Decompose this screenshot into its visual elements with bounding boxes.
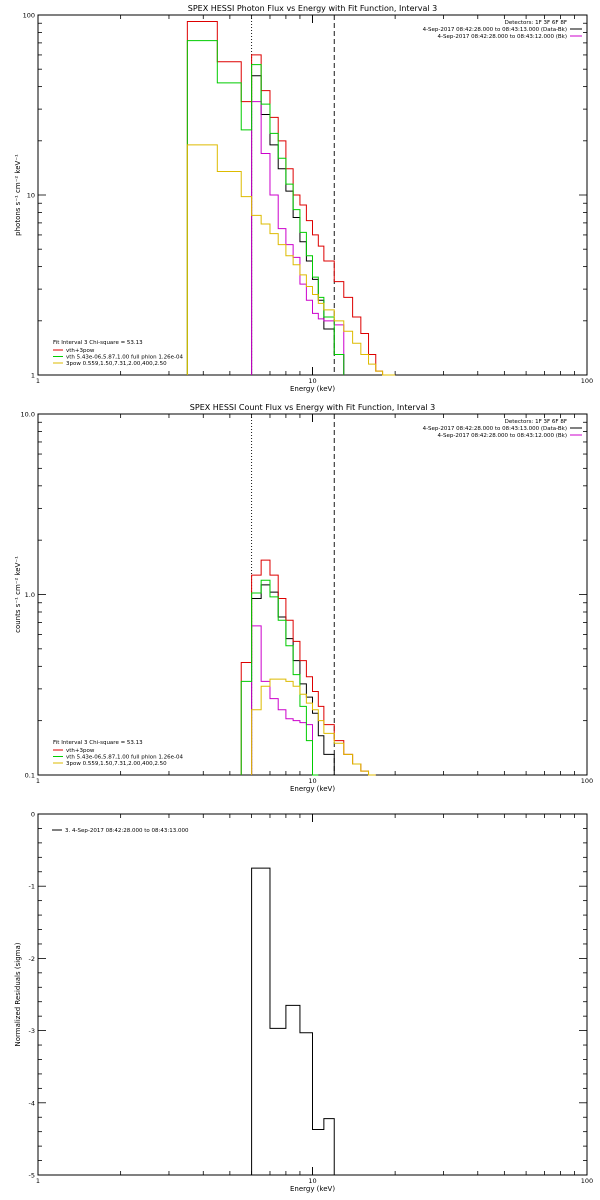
- y-tick-label: -1: [29, 883, 35, 891]
- legend-entry-label: 4-Sep-2017 08:42:28.000 to 08:43:13.000 …: [423, 426, 567, 432]
- y-tick-label: 0.1: [25, 772, 35, 780]
- x-tick-label: 1: [36, 777, 40, 785]
- legend-entry-label: 4-Sep-2017 08:42:28.000 to 08:43:12.000 …: [438, 433, 568, 439]
- series-3pow: [186, 144, 396, 376]
- step-line-bk: [251, 101, 345, 375]
- legend-fit-header: Fit Interval 3 Chi-square = 53.13: [53, 340, 143, 346]
- y-tick-label: 1: [31, 372, 35, 380]
- x-tick-label: 100: [581, 777, 593, 785]
- y-tick-label: 0: [31, 811, 35, 819]
- x-tick-label: 100: [581, 377, 593, 385]
- legend-entry-label: vth 5.43e-06,5.87,1.00 full phlon 1.26e-…: [66, 755, 183, 761]
- step-line-vth: [186, 40, 345, 375]
- x-axis-label: Energy (keV): [290, 1185, 335, 1193]
- series-bk: [251, 101, 345, 375]
- chart-title: SPEX HESSI Photon Flux vs Energy with Fi…: [188, 4, 438, 13]
- y-tick-label: -3: [29, 1027, 35, 1035]
- chart-panel-3: Energy (keV) Normalized Residuals (sigma)…: [14, 811, 593, 1194]
- x-tick-label: 10: [308, 1177, 316, 1185]
- x-axis-label: Energy (keV): [290, 385, 335, 393]
- series-vth: [186, 40, 345, 375]
- legend-detectors: Detectors: 1F 3F 6F 8F: [505, 419, 567, 425]
- x-axis-ticks: 1 10 100: [36, 814, 593, 1185]
- y-axis-ticks: 0.1 1.0 10.0: [21, 411, 587, 780]
- series-data: [251, 75, 345, 375]
- legend-entry-label: vth+3pow: [66, 348, 95, 354]
- y-axis-ticks: 0 -1 -2 -3 -4 -5: [29, 811, 587, 1180]
- x-axis-ticks: 1 10 100: [36, 414, 593, 785]
- x-tick-label: 1: [36, 377, 40, 385]
- x-axis-ticks: 1 10 100: [36, 15, 593, 385]
- x-tick-label: 10: [308, 777, 316, 785]
- x-tick-label: 10: [308, 377, 316, 385]
- legend-top-right: Detectors: 1F 3F 6F 8F4-Sep-2017 08:42:2…: [423, 20, 582, 40]
- legend-entry-label: 3pow 0.559,1.50,7.31,2.00,400,2.50: [66, 361, 167, 367]
- series-vth: [240, 579, 319, 776]
- legend-entry-label: 3pow 0.559,1.50,7.31,2.00,400,2.50: [66, 761, 167, 767]
- x-tick-label: 100: [581, 1177, 593, 1185]
- step-line-vth+3pow: [186, 21, 396, 376]
- plot-frame: [37, 14, 588, 376]
- y-axis-label: photons s⁻¹ cm⁻² keV⁻¹: [14, 154, 22, 236]
- y-tick-label: -4: [29, 1099, 35, 1107]
- legend-top-right: Detectors: 1F 3F 6F 8F4-Sep-2017 08:42:2…: [423, 419, 582, 439]
- step-line-3pow: [251, 678, 376, 776]
- x-axis-label: Energy (keV): [290, 785, 335, 793]
- y-tick-label: 1.0: [25, 591, 35, 599]
- y-axis-label: Normalized Residuals (sigma): [14, 942, 22, 1046]
- y-axis-label: counts s⁻¹ cm⁻² keV⁻¹: [14, 556, 22, 633]
- step-line-vth: [240, 579, 319, 776]
- legend-entry-label: 3. 4-Sep-2017 08:42:28.000 to 08:43:13.0…: [65, 828, 189, 834]
- step-line-residuals: [251, 867, 335, 1175]
- series-vth+3pow: [186, 21, 396, 376]
- step-line-data: [251, 75, 345, 375]
- legend-detectors: Detectors: 1F 3F 6F 8F: [505, 20, 567, 26]
- chart-title: SPEX HESSI Count Flux vs Energy with Fit…: [190, 403, 435, 412]
- x-tick-label: 1: [36, 1177, 40, 1185]
- legend-top-left: 3. 4-Sep-2017 08:42:28.000 to 08:43:13.0…: [52, 828, 189, 834]
- series-residuals: [251, 867, 335, 1175]
- legend-bottom-left: Fit Interval 3 Chi-square = 53.13 vth+3po…: [53, 740, 183, 767]
- legend-fit-header: Fit Interval 3 Chi-square = 53.13: [53, 740, 143, 746]
- y-tick-label: -2: [29, 955, 35, 963]
- step-line-data: [251, 584, 335, 775]
- legend-entry-label: vth+3pow: [66, 748, 95, 754]
- y-axis-ticks: 1 10 100: [23, 12, 587, 380]
- y-tick-label: -5: [29, 1172, 35, 1180]
- series-3pow: [251, 678, 376, 776]
- legend-entry-label: vth 5.43e-06,5.87,1.00 full phlon 1.26e-…: [66, 355, 183, 361]
- legend-entry-label: 4-Sep-2017 08:42:28.000 to 08:43:13.000 …: [423, 27, 567, 33]
- legend-bottom-left: Fit Interval 3 Chi-square = 53.13 vth+3po…: [53, 340, 183, 367]
- chart-panel-1: SPEX HESSI Photon Flux vs Energy with Fi…: [14, 4, 593, 393]
- chart-panel-2: SPEX HESSI Count Flux vs Energy with Fit…: [14, 403, 593, 793]
- step-line-3pow: [186, 144, 396, 376]
- y-tick-label: 10: [27, 192, 35, 200]
- y-tick-label: 10.0: [21, 411, 35, 419]
- y-tick-label: 100: [23, 12, 35, 20]
- plot-frame: [37, 413, 588, 776]
- series-data: [251, 584, 335, 775]
- legend-entry-label: 4-Sep-2017 08:42:28.000 to 08:43:12.000 …: [438, 34, 568, 40]
